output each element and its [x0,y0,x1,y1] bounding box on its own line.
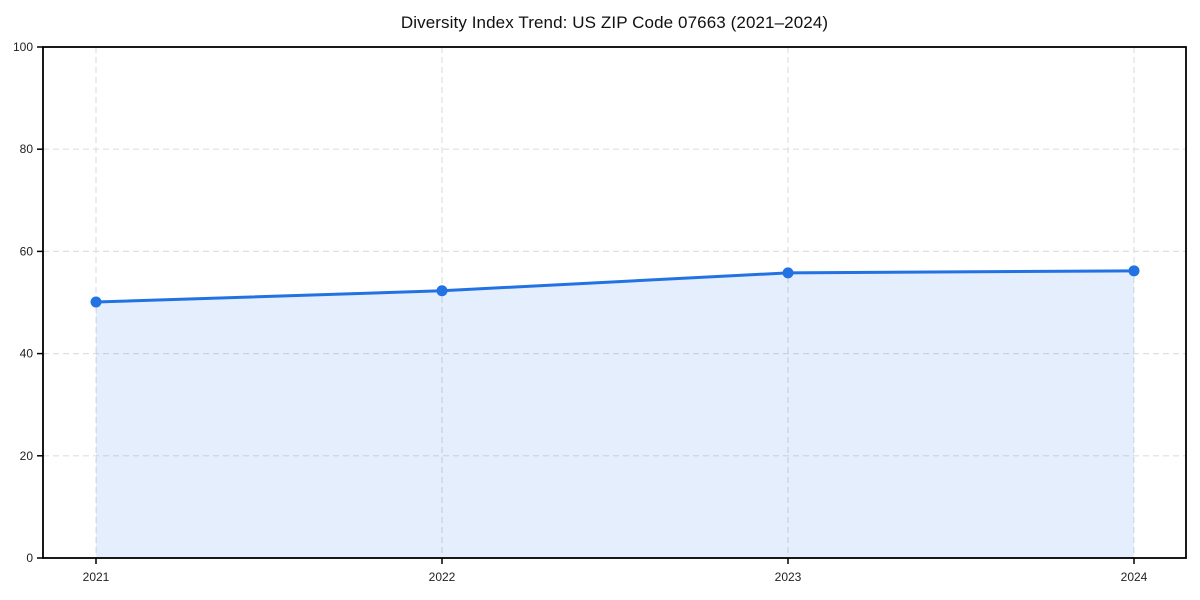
y-tick-label: 100 [13,40,33,54]
data-point-marker [1128,265,1140,277]
y-tick-label: 0 [26,551,33,565]
area-fill [96,270,1134,558]
data-point-marker [90,296,102,308]
x-tick-label: 2022 [429,570,456,584]
y-tick-label: 40 [20,347,34,361]
chart-title: Diversity Index Trend: US ZIP Code 07663… [400,13,829,32]
y-tick-label: 60 [20,244,34,258]
data-point-marker [436,285,448,297]
x-tick-label: 2021 [83,570,110,584]
x-tick-label: 2024 [1121,570,1148,584]
plot-frame [42,46,1187,559]
trend-line [94,269,1136,304]
y-tick-label: 20 [20,449,34,463]
y-tick-label: 80 [20,142,34,156]
x-tick-label: 2023 [775,570,802,584]
data-point-marker [782,267,794,279]
